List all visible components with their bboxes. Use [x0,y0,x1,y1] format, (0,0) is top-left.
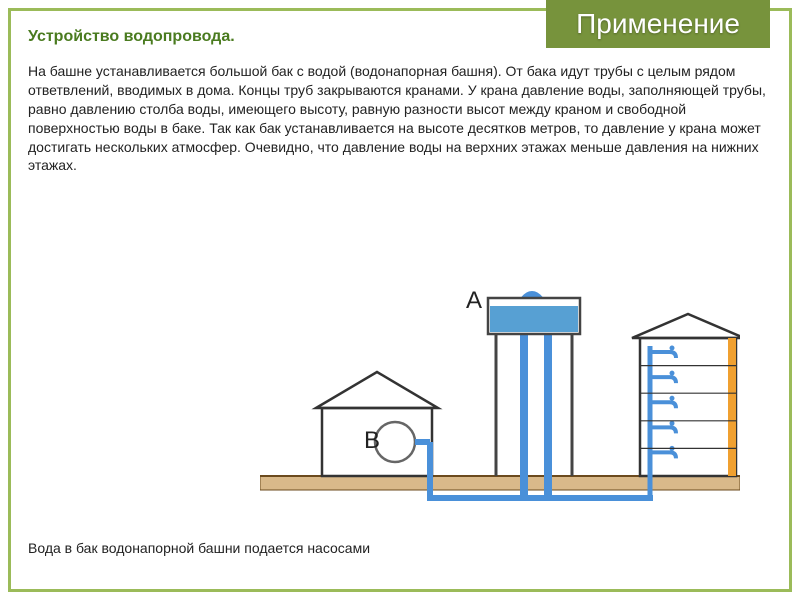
diagram-svg: AB [260,280,740,530]
body-paragraph: На башне устанавливается большой бак с в… [28,62,772,175]
content-area: Устройство водопровода. На башне устанав… [28,28,772,185]
section-title: Устройство водопровода. [28,28,772,46]
water-supply-diagram: AB [260,280,740,530]
svg-text:A: A [466,287,482,314]
svg-text:B: B [364,427,380,454]
diagram-caption: Вода в бак водонапорной башни подается н… [28,540,370,556]
